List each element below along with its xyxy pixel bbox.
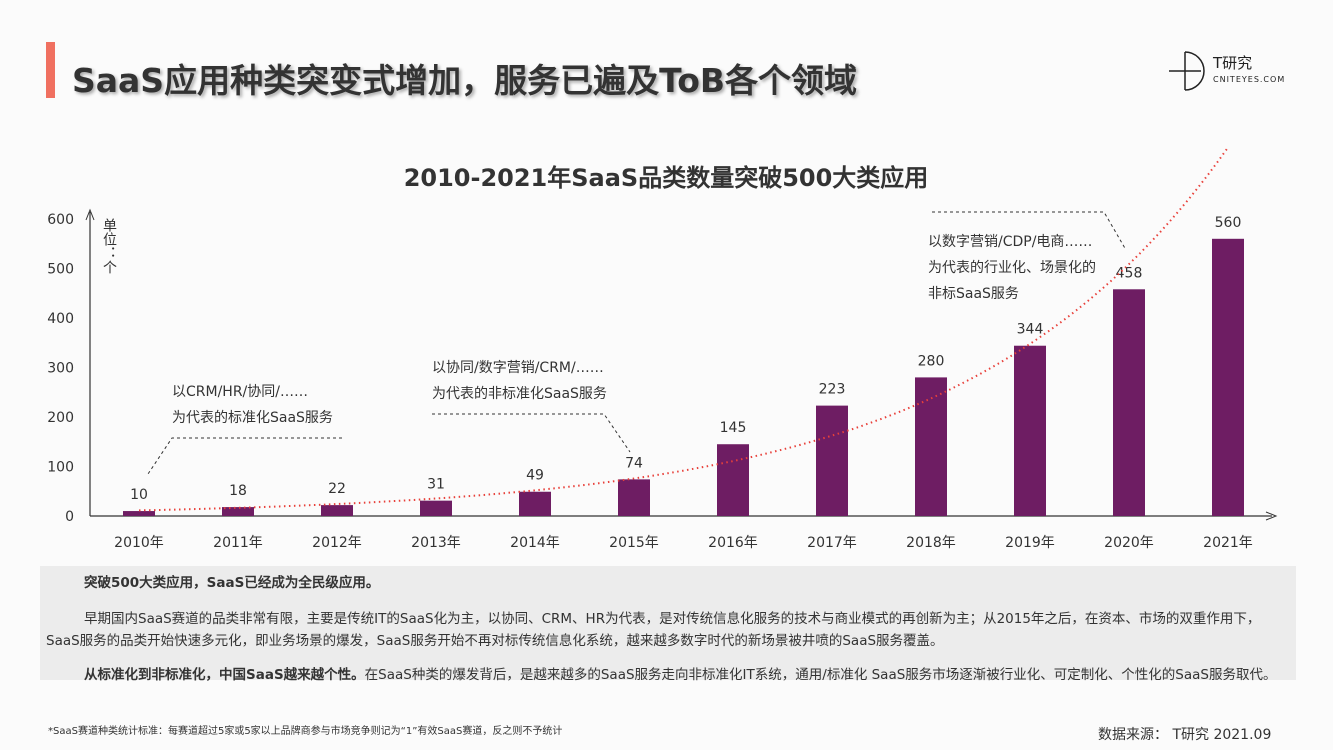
y-axis-label: 单位：个 xyxy=(101,218,117,274)
y-tick-label: 200 xyxy=(47,410,74,426)
summary-panel xyxy=(40,566,1296,680)
data-label: 22 xyxy=(328,481,346,497)
data-label: 145 xyxy=(720,420,747,436)
chart-title: 2010-2021年SaaS品类数量突破500大类应用 xyxy=(404,164,929,192)
x-tick-label: 2015年 xyxy=(609,535,659,551)
x-tick-label: 2021年 xyxy=(1203,535,1253,551)
bar xyxy=(321,505,353,516)
x-tick-label: 2018年 xyxy=(906,535,956,551)
bar xyxy=(1014,345,1046,516)
annotation-text: 为代表的标准化SaaS服务 xyxy=(172,410,333,426)
x-tick-label: 2010年 xyxy=(114,535,164,551)
data-label: 560 xyxy=(1215,215,1242,231)
y-tick-label: 500 xyxy=(47,262,74,278)
y-tick-label: 100 xyxy=(47,460,74,476)
data-label: 458 xyxy=(1116,265,1143,281)
x-tick-label: 2011年 xyxy=(213,535,263,551)
x-tick-label: 2014年 xyxy=(510,535,560,551)
annotation-text: 为代表的行业化、场景化的 xyxy=(928,260,1096,276)
data-label: 18 xyxy=(229,483,247,499)
bar xyxy=(1212,238,1244,517)
bar xyxy=(816,405,848,516)
bar-chart: 2010-2021年SaaS品类数量突破500大类应用 0 100 200 300 40… xyxy=(47,146,1278,551)
logo-icon xyxy=(1169,51,1205,91)
data-label: 280 xyxy=(918,353,945,369)
bar xyxy=(222,507,254,516)
logo-name: T研究 xyxy=(1213,54,1253,72)
y-axis-arrow xyxy=(85,208,95,221)
x-tick-label: 2019年 xyxy=(1005,535,1055,551)
data-source: 数据来源： T研究 2021.09 xyxy=(1098,727,1272,743)
annotation-text: 非标SaaS服务 xyxy=(928,286,1019,302)
summary-heading: 突破500大类应用，SaaS已经成为全民级应用。 xyxy=(84,575,380,591)
bar xyxy=(915,377,947,516)
summary-paragraph-2-text: 在SaaS种类的爆发背后，是越来越多的SaaS服务走向非标准化IT系统，通用/标… xyxy=(364,667,1277,683)
data-label: 74 xyxy=(625,455,643,471)
title-accent-bar xyxy=(46,42,55,98)
summary-paragraph-1: 早期国内SaaS赛道的品类非常有限，主要是传统IT的SaaS化为主，以协同、CR… xyxy=(46,611,1261,649)
x-axis-arrow xyxy=(1265,511,1278,521)
x-tick-label: 2020年 xyxy=(1104,535,1154,551)
annotation-text: 以CRM/HR/协同/…… xyxy=(172,384,308,400)
annotation-leader-line xyxy=(147,437,342,475)
bar xyxy=(420,500,452,516)
annotation-text: 为代表的非标准化SaaS服务 xyxy=(432,386,607,402)
bar xyxy=(1113,289,1145,516)
summary-paragraph-2: 从标准化到非标准化，中国SaaS越来越个性。在SaaS种类的爆发背后，是越来越多… xyxy=(46,664,1286,686)
x-tick-label: 2013年 xyxy=(411,535,461,551)
y-tick-label: 0 xyxy=(65,509,74,525)
annotation-text: 以数字营销/CDP/电商…… xyxy=(928,234,1092,250)
annotation-leader-line xyxy=(432,413,631,453)
data-label: 10 xyxy=(130,487,148,503)
trend-line xyxy=(138,146,1229,512)
x-tick-label: 2012年 xyxy=(312,535,362,551)
logo: T研究 CNITEYES.COM xyxy=(1165,48,1295,94)
data-label: 31 xyxy=(427,477,445,493)
y-tick-label: 600 xyxy=(47,212,74,228)
data-label: 223 xyxy=(819,382,846,398)
page-title: SaaS应用种类突变式增加，服务已遍及ToB各个领域 xyxy=(72,61,858,100)
bar xyxy=(717,444,749,516)
data-label: 49 xyxy=(526,468,544,484)
x-tick-label: 2016年 xyxy=(708,535,758,551)
bar xyxy=(618,479,650,516)
x-tick-label: 2017年 xyxy=(807,535,857,551)
data-label: 344 xyxy=(1017,322,1044,338)
bar xyxy=(519,491,551,516)
logo-site: CNITEYES.COM xyxy=(1213,75,1286,84)
bar xyxy=(123,511,155,516)
y-tick-label: 400 xyxy=(47,311,74,327)
annotation-text: 以协同/数字营销/CRM/…… xyxy=(432,360,604,376)
summary-paragraph-2-bold: 从标准化到非标准化，中国SaaS越来越个性。 xyxy=(84,667,365,683)
y-tick-label: 300 xyxy=(47,361,74,377)
footnote: *SaaS赛道种类统计标准：每赛道超过5家或5家以上品牌商参与市场竞争则记为“1… xyxy=(48,726,563,737)
